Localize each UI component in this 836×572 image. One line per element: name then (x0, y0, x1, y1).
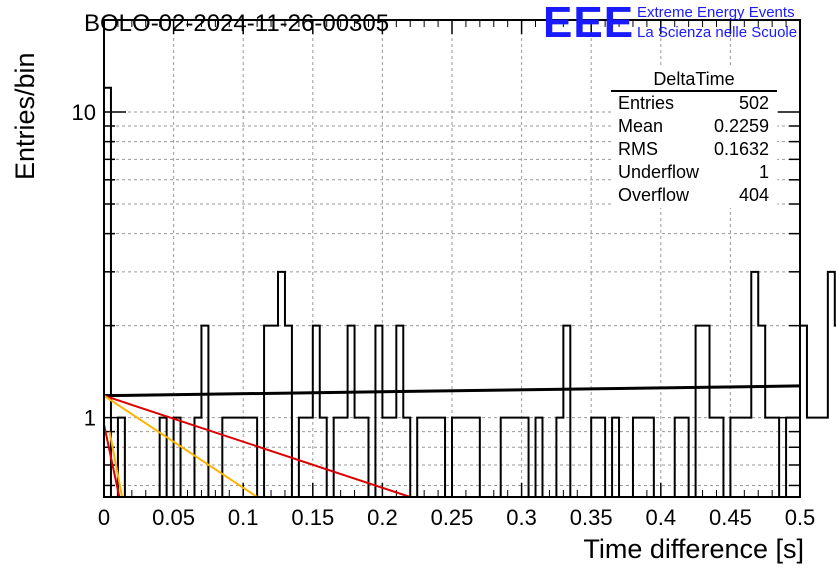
fit-curve (103, 424, 121, 498)
y-tick-label: 1 (84, 406, 96, 431)
x-tick-label: 0.05 (152, 505, 195, 530)
eee-logo: EEE (543, 0, 635, 47)
fit-curve (103, 384, 801, 398)
fit-curve (103, 394, 411, 498)
stats-label: Underflow (618, 162, 700, 182)
stats-value: 1 (758, 162, 769, 182)
stats-label: Mean (618, 116, 664, 136)
stats-title: DeltaTime (611, 66, 777, 92)
stats-row-mean: Mean 0.2259 (611, 115, 777, 138)
x-tick-label: 0 (98, 505, 110, 530)
x-tick-label: 0.45 (709, 505, 752, 530)
stats-label: Entries (618, 93, 675, 113)
stats-label: Overflow (618, 185, 690, 205)
histogram-outline (103, 86, 836, 498)
x-tick-label: 0.4 (646, 505, 677, 530)
logo-line-1: Extreme Energy Events (637, 4, 795, 21)
x-tick-label: 0.3 (506, 505, 537, 530)
x-axis-label: Time difference [s] (583, 534, 804, 564)
x-tick-label: 0.35 (570, 505, 613, 530)
x-tick-label: 0.15 (291, 505, 334, 530)
stats-value: 0.1632 (713, 139, 769, 159)
plot-frame (103, 19, 801, 498)
fit-curve (108, 431, 124, 498)
x-tick-label: 0.1 (228, 505, 259, 530)
x-tick-label: 0.5 (785, 505, 816, 530)
fit-curve (103, 394, 258, 498)
tick-labels: 0 0.05 0.1 0.15 0.2 0.25 0.3 0.35 0.4 0.45 0.5 1 10 (72, 100, 816, 530)
stats-label: RMS (618, 139, 658, 159)
page-title: BOLO-02-2024-11-26-00305 (84, 10, 390, 37)
stats-value: 404 (738, 185, 769, 205)
x-tick-label: 0.25 (431, 505, 474, 530)
stats-row-rms: RMS 0.1632 (611, 138, 777, 161)
stats-box: DeltaTime Entries 502 Mean 0.2259 RMS 0.163… (611, 66, 777, 208)
axis-ticks (103, 20, 801, 497)
x-tick-label: 0.2 (367, 505, 398, 530)
stats-row-overflow: Overflow 404 (611, 184, 777, 207)
stats-value: 0.2259 (713, 116, 769, 136)
logo-line-2: La Scienza nelle Scuole (637, 24, 798, 41)
stats-row-entries: Entries 502 (611, 92, 777, 115)
stats-value: 502 (738, 93, 769, 113)
y-axis-label: Entries/bin (10, 52, 40, 180)
fit-curves (103, 384, 801, 498)
stats-row-underflow: Underflow 1 (611, 161, 777, 184)
y-tick-label: 10 (72, 100, 96, 125)
